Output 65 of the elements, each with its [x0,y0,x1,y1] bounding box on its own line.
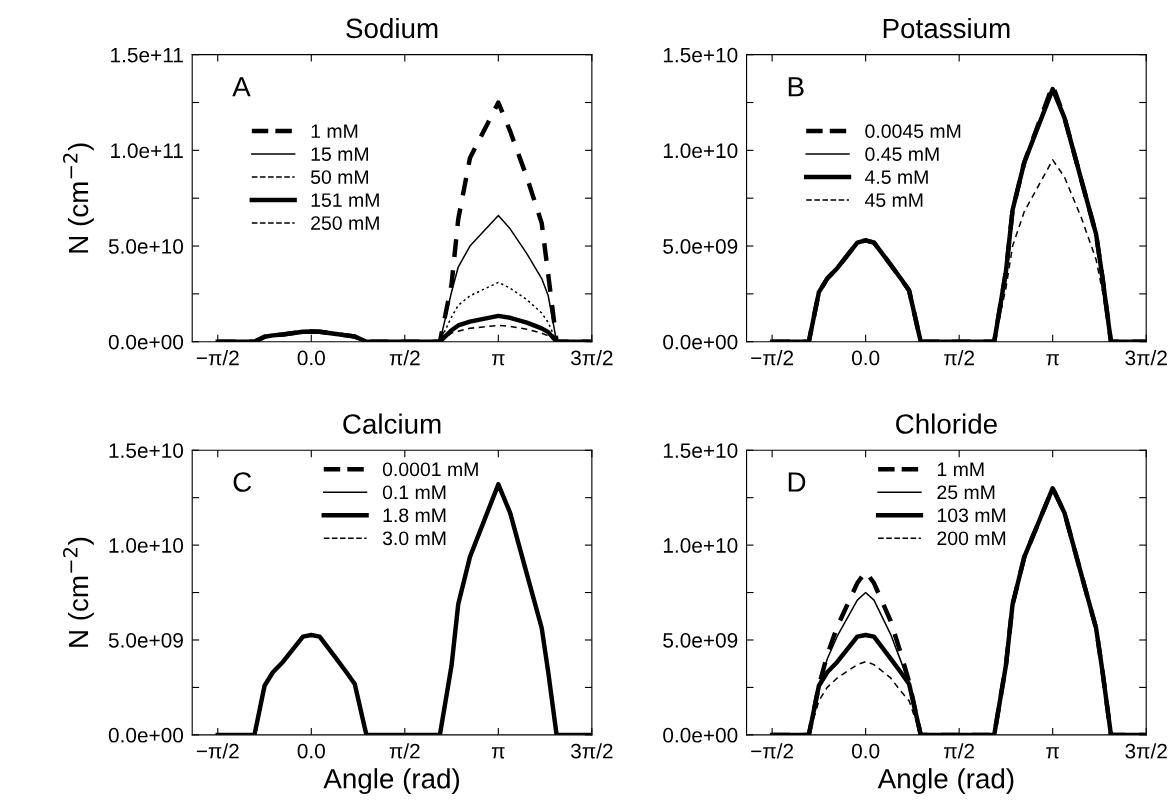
legend-label: 3.0 mM [382,531,446,546]
x-axis-title: Angle (rad) [877,768,1014,795]
x-tick-label: π [491,747,505,759]
y-tick-label: 5.0e+10 [108,239,184,254]
legend-label: 200 mM [937,531,1006,546]
y-tick-label: 0.0e+00 [108,334,184,350]
y-tick-label: 5.0e+09 [663,632,738,648]
chart-title: Calcium [343,413,441,434]
legend-label: 50 mM [310,170,368,184]
y-tick-label: 0.0e+00 [663,727,738,743]
x-tick-label: π/2 [389,350,420,366]
legend-label: 103 mM [937,508,1006,523]
x-tick-label: 3π/2 [570,350,613,366]
x-tick-label: π/2 [944,350,974,366]
x-tick-label: 0.0 [297,743,325,759]
legend-label: 0.45 mM [865,147,939,162]
y-tick-label: 0.0e+00 [108,727,184,743]
annotation: D [788,472,806,492]
y-tick-label: 5.0e+09 [663,239,738,254]
x-axis-title: Angle (rad) [323,768,460,795]
annotation: C [233,472,252,492]
legend-label: 1 mM [311,124,358,138]
x-tick-label: π [491,354,505,366]
y-tick-label: 1.5e+10 [663,47,738,63]
y-tick-label: 1.5e+10 [109,443,184,458]
y-tick-label: 1.0e+10 [663,538,738,553]
legend-label: 1 mM [937,462,984,476]
legend-label: 250 mM [311,216,379,230]
y-tick-label: 5.0e+09 [108,632,183,648]
x-tick-label: 3π/2 [570,743,613,759]
y-tick-label: 1.5e+11 [111,47,183,63]
legend-label: 1.8 mM [383,508,446,523]
x-tick-label: 0.0 [297,350,325,366]
x-tick-label: π/2 [944,743,974,759]
x-tick-label: π [1046,747,1059,759]
x-tick-label: 0.0 [851,350,880,366]
chart-title: Sodium [346,17,438,39]
y-axis-title: N (cm$^{−2}$) [62,143,94,253]
x-tick-label: −π/2 [751,743,794,759]
x-tick-label: −π/2 [751,350,794,366]
legend-label: 25 mM [937,485,995,500]
chart-title: Potassium [883,17,1010,39]
legend-label: 0.1 mM [382,485,446,500]
legend-label: 4.5 mM [864,170,928,184]
legend-label: 0.0001 mM [382,462,478,477]
x-tick-label: 3π/2 [1125,743,1167,759]
x-tick-label: 3π/2 [1125,350,1167,366]
annotation: B [788,77,804,97]
chart-title: Chloride [896,413,997,434]
x-tick-label: 0.0 [851,743,880,759]
y-tick-label: 1.0e+10 [109,538,184,553]
legend-label: 151 mM [311,193,379,207]
x-tick-label: −π/2 [196,350,239,366]
x-tick-label: π [1046,354,1059,366]
legend-label: 0.0045 mM [865,124,961,139]
y-tick-label: 1.5e+10 [663,443,738,458]
legend-label: 45 mM [864,193,923,207]
y-tick-label: 1.0e+10 [663,143,738,159]
x-tick-label: −π/2 [196,743,239,759]
annotation: A [232,77,251,97]
legend-label: 15 mM [311,147,368,162]
y-tick-label: 1.0e+11 [111,143,183,159]
y-tick-label: 0.0e+00 [663,334,738,350]
x-tick-label: π/2 [389,743,420,759]
y-axis-title: N (cm$^{−2}$) [62,537,94,647]
